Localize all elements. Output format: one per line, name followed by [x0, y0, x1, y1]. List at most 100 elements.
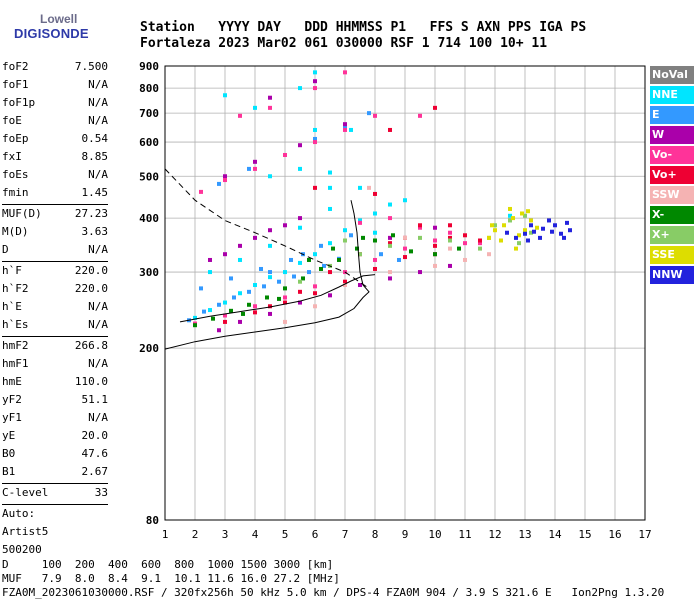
param-label: hmE — [2, 375, 22, 388]
echo-point-e — [397, 257, 401, 262]
echo-point-nne — [349, 127, 353, 132]
echo-point-voplus — [388, 241, 392, 246]
echo-point-vominus — [373, 113, 377, 118]
echo-point-vominus — [199, 189, 203, 194]
echo-point-nnw — [553, 223, 557, 228]
echo-point-e — [199, 286, 203, 291]
param-row-hme: hmE 110.0 — [2, 373, 108, 391]
muf-value: 7.9 — [41, 572, 62, 585]
param-value: N/A — [88, 300, 108, 313]
echo-point-e — [289, 257, 293, 262]
logo-digisonde-text: DIGISONDE — [14, 26, 89, 41]
echo-point-e — [217, 302, 221, 307]
param-value: 220.0 — [74, 282, 108, 295]
param-label: hmF1 — [2, 357, 29, 370]
param-value: 1.45 — [81, 186, 109, 199]
echo-point-e — [313, 136, 317, 141]
echo-point-ssw — [448, 246, 452, 251]
echo-point-voplus — [403, 255, 407, 260]
x-tick-label: 5 — [282, 528, 289, 541]
echo-point-ssw — [367, 185, 371, 190]
echo-point-vominus — [358, 220, 362, 225]
echo-point-w — [298, 216, 302, 221]
y-tick-label: 500 — [139, 170, 159, 183]
echo-point-w — [448, 263, 452, 268]
param-value: 51.1 — [81, 393, 109, 406]
param-label: foF1p — [2, 96, 36, 109]
echo-point-w — [223, 174, 227, 179]
echo-point-w — [313, 79, 317, 84]
x-tick-label: 12 — [488, 528, 501, 541]
d-value: 1500 — [240, 558, 268, 571]
echo-point-e — [217, 181, 221, 186]
echo-point-w — [298, 143, 302, 148]
param-value: 7.500 — [74, 60, 108, 73]
echo-point-ssw — [388, 270, 392, 275]
echo-point-e — [343, 125, 347, 130]
echo-point-e — [232, 295, 236, 300]
echo-point-nnw — [529, 223, 533, 228]
muf-value: 10.1 — [174, 572, 201, 585]
param-label: D — [2, 243, 9, 256]
echo-point-e — [202, 309, 206, 314]
echo-point-nne — [328, 241, 332, 246]
echo-point-xminus — [241, 311, 245, 316]
echo-point-nne — [298, 86, 302, 91]
param-separator — [2, 336, 108, 337]
echo-point-nne — [343, 228, 347, 233]
param-label: h`E — [2, 300, 22, 313]
legend-item-xminus: X- — [650, 206, 694, 224]
d-value: 3000 — [273, 558, 301, 571]
logo-lowell-text: Lowell — [40, 12, 78, 26]
legend-item-noval: NoVal — [650, 66, 694, 84]
echo-point-e — [322, 263, 326, 268]
echo-point-nne — [358, 185, 362, 190]
d-value: 400 — [108, 558, 128, 571]
param-label: foEp — [2, 132, 29, 145]
param-value: 47.6 — [81, 447, 109, 460]
legend-item-nne: NNE — [650, 86, 694, 104]
echo-point-vominus — [418, 225, 422, 230]
param-value: 2.67 — [81, 465, 109, 478]
echo-point-nne — [313, 252, 317, 257]
echo-point-xminus — [355, 246, 359, 251]
echo-point-sse — [502, 223, 506, 228]
echo-point-voplus — [298, 289, 302, 294]
x-tick-label: 7 — [342, 528, 349, 541]
echo-point-e — [292, 274, 296, 279]
param-row-ye: yE 20.0 — [2, 427, 108, 445]
muf-value: [MHz] — [306, 572, 340, 585]
echo-point-nne — [238, 291, 242, 296]
param-separator — [2, 261, 108, 262]
echo-point-w — [283, 223, 287, 228]
param-value: 33 — [94, 486, 108, 499]
echo-point-w — [208, 257, 212, 262]
curve-profile — [164, 200, 370, 350]
param-value: N/A — [88, 411, 108, 424]
footer-info: D 100 200 400 600 800 1000 1500 3000 [km… — [2, 558, 664, 600]
echo-point-sse — [520, 211, 524, 216]
x-tick-label: 14 — [548, 528, 562, 541]
echo-point-voplus — [433, 243, 437, 248]
echo-point-vominus — [313, 140, 317, 145]
echo-point-nnw — [526, 238, 530, 243]
echo-point-vominus — [343, 127, 347, 132]
param-row-foep: foEp 0.54 — [2, 130, 108, 148]
echo-point-w — [298, 300, 302, 305]
param-row-d: D N/A — [2, 241, 108, 259]
echo-point-e — [262, 284, 266, 289]
param-row-he: h`E N/A — [2, 298, 108, 316]
echo-point-sse — [535, 225, 539, 230]
param-separator — [2, 204, 108, 205]
echo-point-nne — [223, 300, 227, 305]
muf-value: 16.0 — [240, 572, 268, 585]
echo-point-w — [268, 311, 272, 316]
echo-point-nne — [193, 315, 197, 320]
echo-point-vominus — [388, 216, 392, 221]
echo-point-nne — [328, 170, 332, 175]
echo-point-xminus — [337, 257, 341, 262]
echo-point-nne — [358, 218, 362, 223]
echo-point-nne — [508, 213, 512, 218]
param-row-fmin: fmin 1.45 — [2, 184, 108, 202]
param-row-hmf2: hmF2 266.8 — [2, 337, 108, 355]
